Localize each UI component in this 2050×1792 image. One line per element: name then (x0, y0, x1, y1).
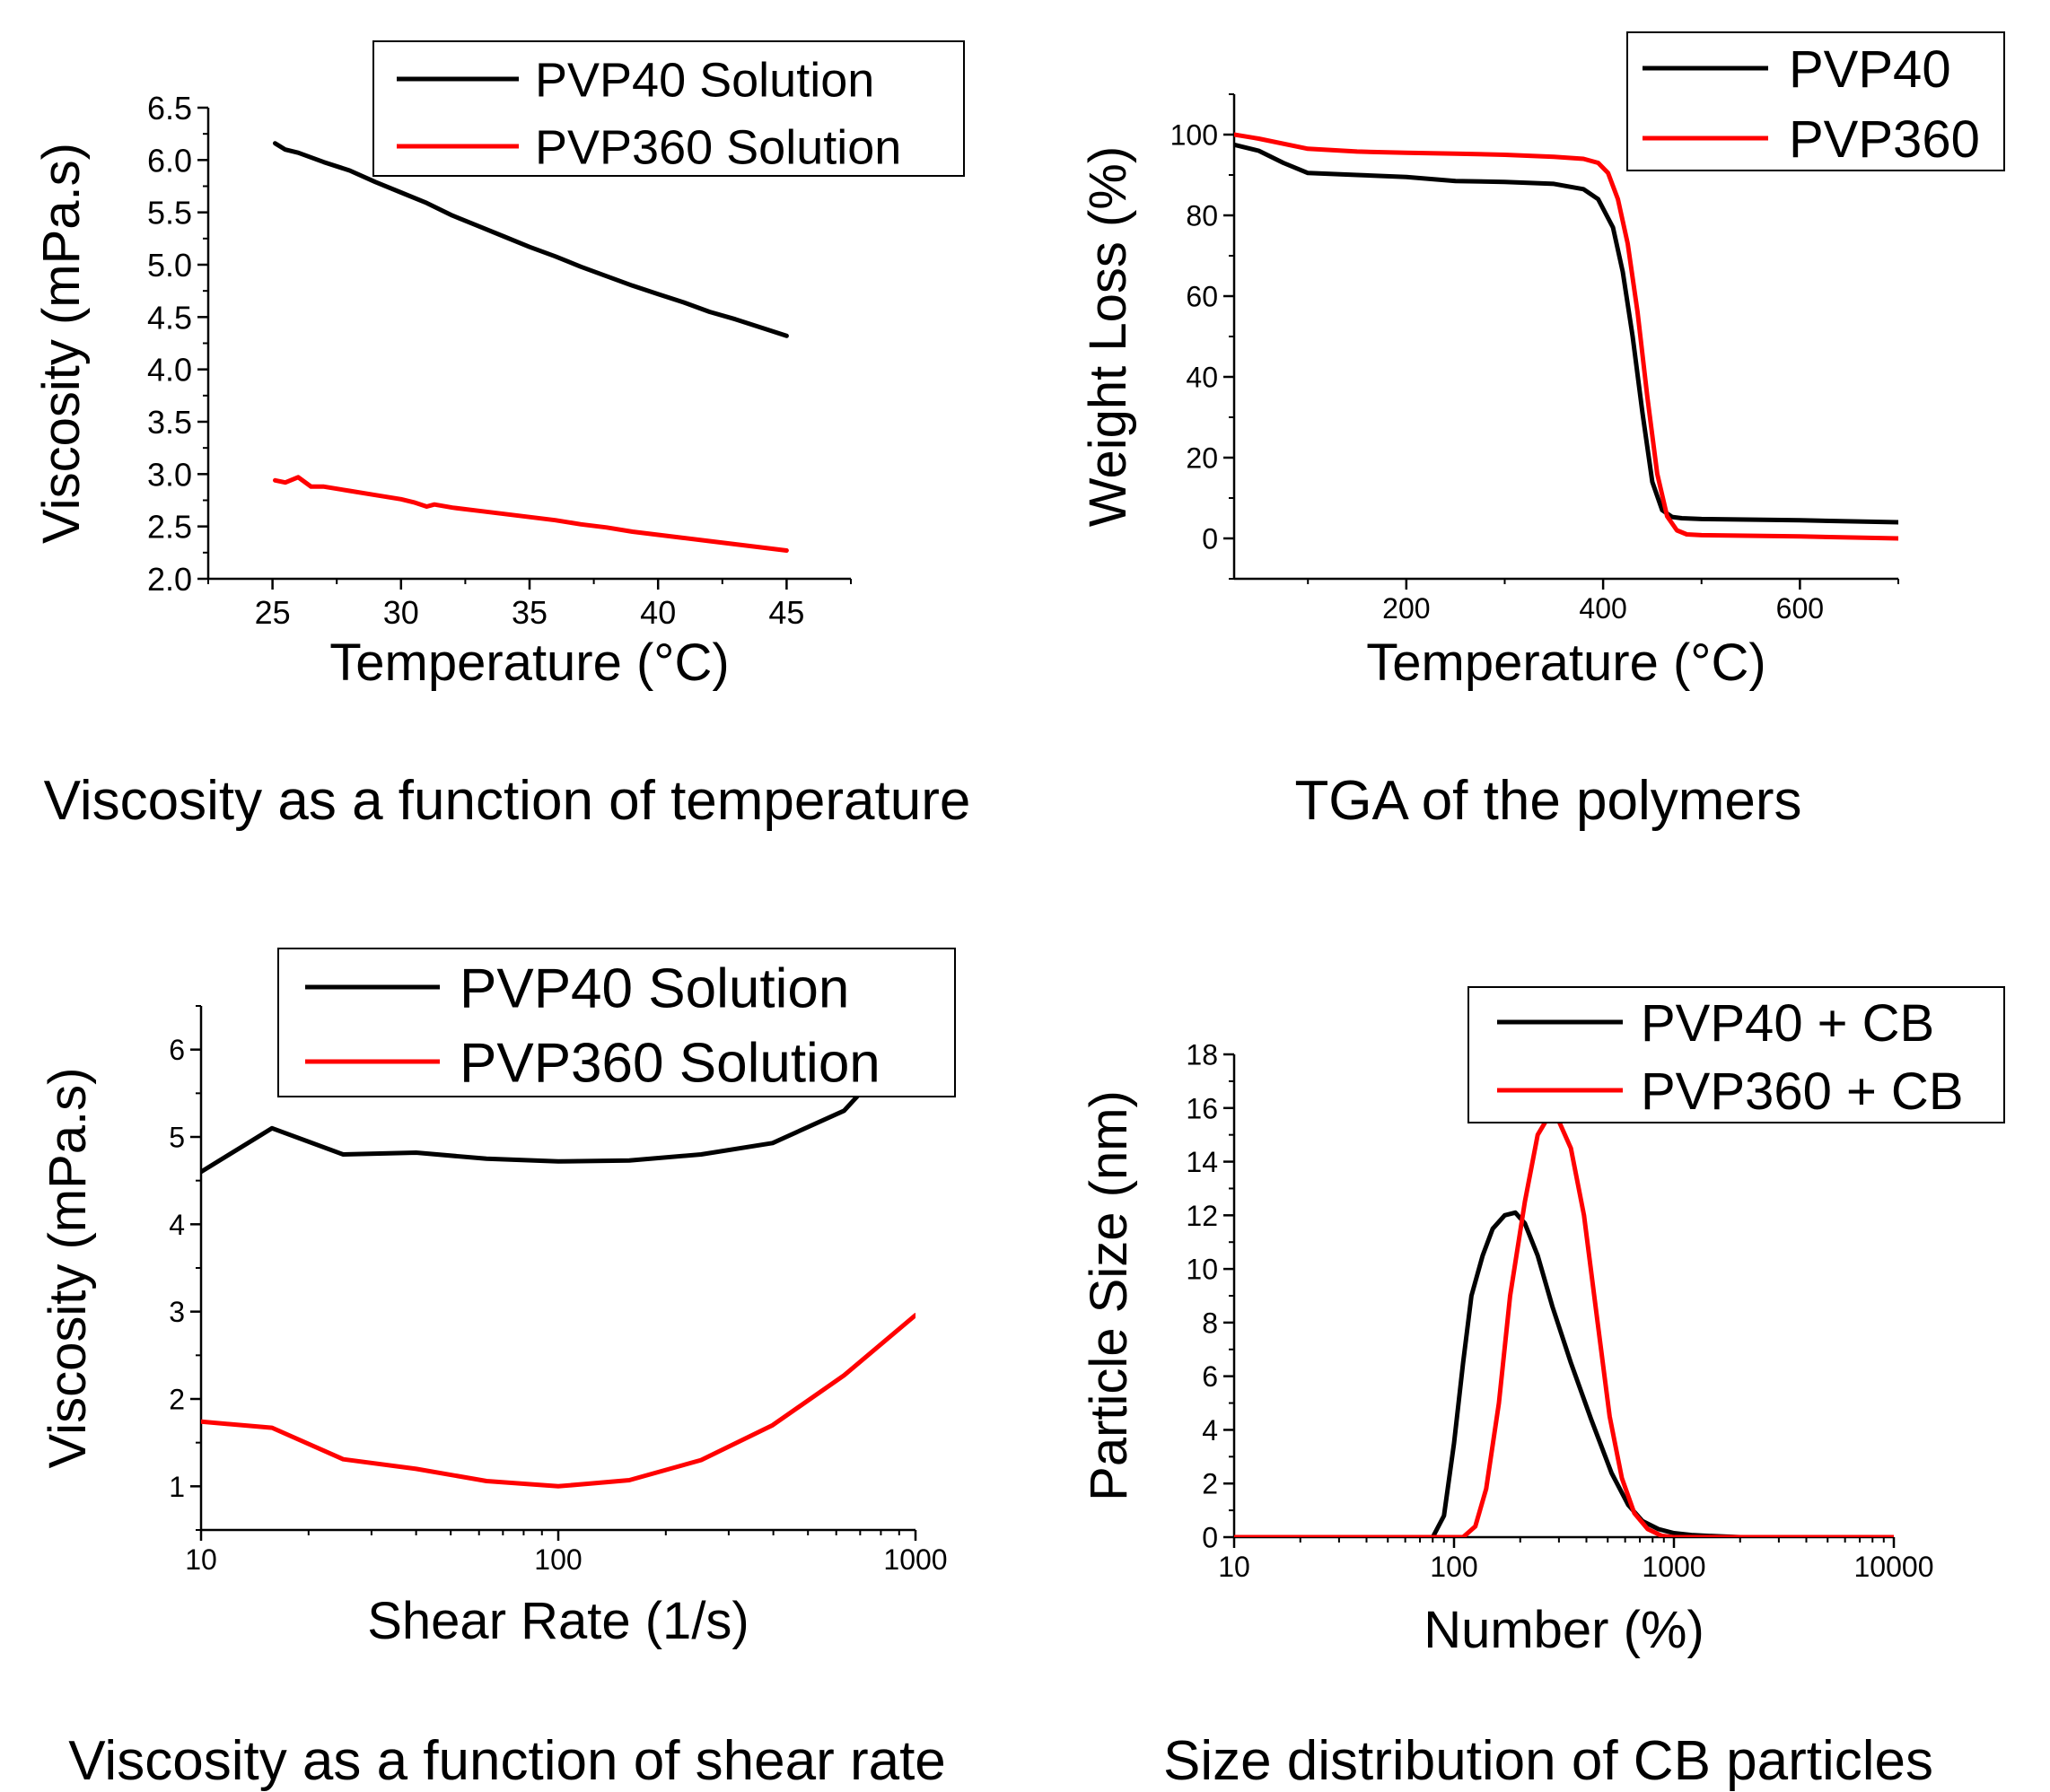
series-group (273, 141, 789, 553)
series-line-black (201, 1090, 863, 1175)
y-tick-label: 4.0 (147, 352, 192, 389)
x-tick-label: 1000 (1642, 1551, 1705, 1583)
panel-tga: 0 20 40 60 80 100 200 400 600 Temperature (°C) Wei… (1079, 31, 2005, 692)
y-tick-label: 0 (1202, 1522, 1218, 1554)
y-tick-label: 2 (1202, 1468, 1218, 1500)
y-tick-label: 8 (1202, 1307, 1218, 1339)
y-tick-label: 3.0 (147, 456, 192, 493)
series-line-red (273, 475, 789, 553)
legend-label: PVP360 (1789, 110, 1980, 169)
y-tick-label: 100 (1170, 119, 1218, 152)
panel-viscosity-vs-temperature: 2.0 2.5 3.0 3.5 4.0 4.5 5.0 5.5 6.0 6.5 25 30 35 40 45… (32, 40, 965, 692)
series-line-red (1234, 1114, 1894, 1537)
y-tick-label: 10 (1186, 1254, 1218, 1286)
series-group (201, 1090, 915, 1489)
y-tick-label: 3 (169, 1296, 185, 1328)
legend-box (277, 948, 956, 1097)
x-axis-label: Temperature (°C) (1366, 634, 1765, 692)
legend-label: PVP40 + CB (1641, 994, 1934, 1053)
y-axis-label: Viscosity (mPa.s) (32, 143, 91, 544)
legend-label: PVP40 Solution (535, 53, 874, 107)
x-tick-label: 10 (1218, 1551, 1250, 1583)
series-line-red (201, 1313, 915, 1489)
x-tick-label: 30 (383, 594, 419, 631)
y-axis-label: Weight Loss (%) (1079, 146, 1137, 527)
y-tick-label: 4.5 (147, 299, 192, 336)
y-tick-label: 12 (1186, 1200, 1218, 1232)
x-axis-label: Temperature (°C) (329, 634, 729, 692)
y-tick-label: 5.0 (147, 247, 192, 284)
x-tick-label: 200 (1382, 592, 1430, 625)
legend-label: PVP40 (1789, 40, 1951, 99)
series-group (1234, 1114, 1894, 1537)
series-line-black (1234, 142, 1898, 525)
y-tick-label: 18 (1186, 1039, 1218, 1071)
x-tick-label: 100 (1430, 1551, 1477, 1583)
series-line-black (1234, 1210, 1894, 1537)
series-group (1234, 132, 1898, 541)
panel-size-distribution: 0 2 4 6 8 10 12 14 16 18 10 100 1000 10000 Number (%) P… (1080, 986, 2005, 1659)
x-tick-label: 600 (1776, 592, 1824, 625)
x-axis-label: Shear Rate (1/s) (367, 1592, 749, 1650)
y-tick-label: 6 (1202, 1360, 1218, 1393)
legend-label: PVP360 + CB (1641, 1062, 1964, 1121)
caption-1: TGA of the polymers (1294, 770, 1801, 832)
legend-box (1626, 31, 2005, 171)
y-tick-label: 2.5 (147, 509, 192, 546)
panel-viscosity-vs-shear-rate: 1 2 3 4 5 6 10 100 1000 Shear Rate (1/s) Viscosity… (39, 948, 956, 1650)
y-tick-label: 6.0 (147, 142, 192, 179)
x-tick-label: 400 (1579, 592, 1626, 625)
legend-label: PVP360 Solution (460, 1032, 880, 1094)
y-tick-label: 80 (1186, 200, 1218, 232)
legend-box (372, 40, 965, 177)
x-tick-label: 25 (255, 594, 291, 631)
caption-2: Viscosity as a function of shear rate (68, 1730, 946, 1792)
y-tick-label: 2.0 (147, 561, 192, 598)
x-tick-label: 1000 (883, 1543, 947, 1576)
y-tick-label: 14 (1186, 1146, 1218, 1178)
y-tick-label: 40 (1186, 362, 1218, 394)
y-tick-label: 16 (1186, 1092, 1218, 1124)
y-tick-label: 0 (1202, 523, 1218, 555)
legend-label: PVP40 Solution (460, 957, 849, 1019)
x-tick-label: 40 (640, 594, 676, 631)
y-axis-label: Viscosity (mPa.s) (39, 1068, 97, 1469)
x-tick-label: 45 (768, 594, 804, 631)
y-tick-label: 4 (1202, 1414, 1218, 1447)
y-tick-label: 60 (1186, 281, 1218, 313)
x-tick-label: 35 (512, 594, 548, 631)
x-tick-label: 100 (534, 1543, 582, 1576)
caption-0: Viscosity as a function of temperature (44, 770, 971, 832)
y-tick-label: 1 (169, 1471, 185, 1503)
series-line-black (273, 141, 789, 338)
y-axis-label: Particle Size (nm) (1080, 1090, 1138, 1501)
series-line-red (1234, 132, 1898, 541)
caption-3: Size distribution of CB particles (1163, 1730, 1933, 1792)
x-axis-label: Number (%) (1424, 1601, 1704, 1659)
y-tick-label: 20 (1186, 442, 1218, 475)
y-tick-label: 5.5 (147, 195, 192, 232)
y-tick-label: 3.5 (147, 404, 192, 441)
y-tick-label: 6.5 (147, 90, 192, 127)
y-tick-label: 2 (169, 1384, 185, 1416)
x-tick-label: 10000 (1854, 1551, 1934, 1583)
y-tick-label: 4 (169, 1209, 185, 1241)
y-tick-label: 6 (169, 1034, 185, 1066)
legend-label: PVP360 Solution (535, 120, 901, 174)
x-tick-label: 10 (185, 1543, 217, 1576)
y-tick-label: 5 (169, 1122, 185, 1154)
legend-box (1467, 986, 2005, 1123)
